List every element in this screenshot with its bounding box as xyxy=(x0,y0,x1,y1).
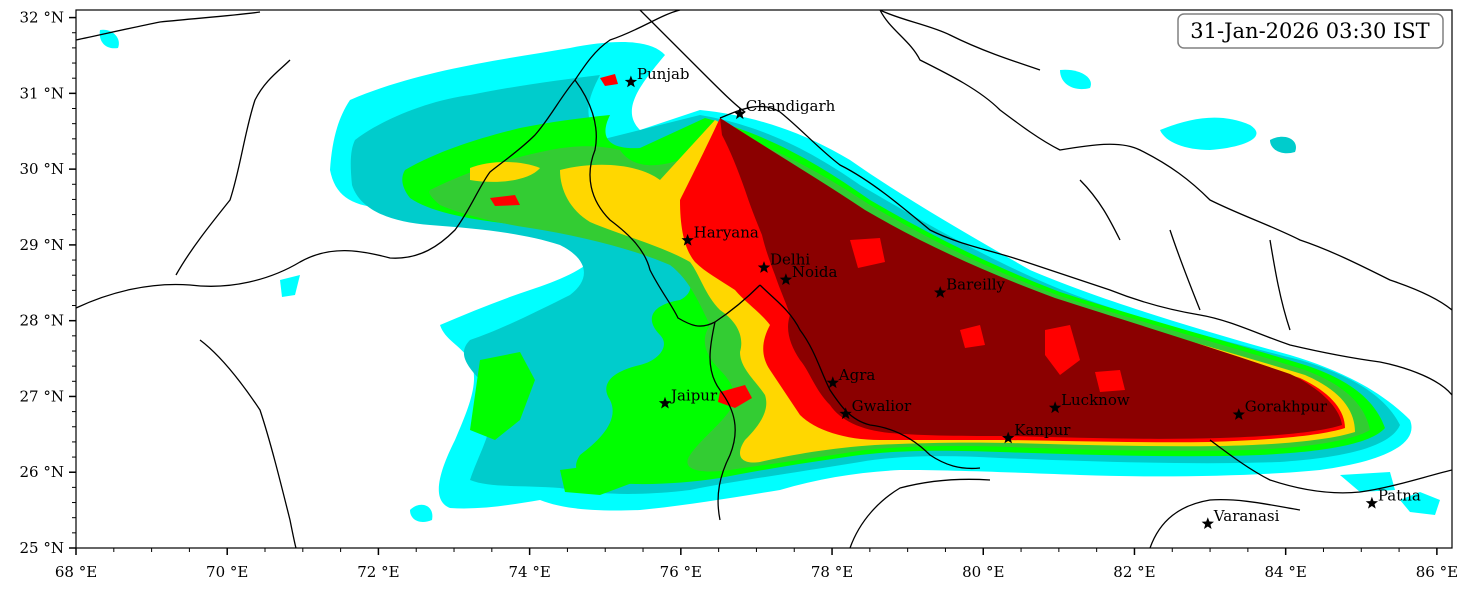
city-noida: Noida xyxy=(779,263,838,285)
nepal-india-west xyxy=(719,105,1452,396)
city-haryana: Haryana xyxy=(681,223,759,246)
city-star-icon xyxy=(779,273,793,285)
chhattisgarh-border xyxy=(1149,499,1301,548)
city-star-icon xyxy=(934,286,947,298)
city-label: Noida xyxy=(792,263,838,281)
y-tick-label: 30 °N xyxy=(20,160,64,178)
china-border xyxy=(879,10,1041,71)
x-tick-label: 76 °E xyxy=(660,563,702,581)
city-label: Punjab xyxy=(637,65,690,83)
x-tick-label: 82 °E xyxy=(1113,563,1155,581)
bihar-border xyxy=(1209,439,1452,494)
nepal-northern xyxy=(879,10,1452,311)
city-punjab: Punjab xyxy=(624,65,690,88)
city-label: Delhi xyxy=(770,251,810,269)
city-label: Gwalior xyxy=(852,397,912,415)
city-star-icon xyxy=(757,261,771,273)
x-tick-label: 72 °E xyxy=(357,563,399,581)
city-star-icon xyxy=(1048,401,1062,414)
city-star-icon xyxy=(1365,496,1378,509)
y-tick-label: 29 °N xyxy=(20,236,64,254)
fog-layer-7 xyxy=(720,118,1342,439)
x-axis: 68 °E 70 °E 72 °E 74 °E 76 °E 78 °E 80 °E 82 °E… xyxy=(55,548,1458,581)
city-label: Jaipur xyxy=(669,386,718,404)
y-tick-label: 28 °N xyxy=(20,312,64,330)
city-star-icon xyxy=(1002,431,1015,444)
x-tick-label: 74 °E xyxy=(508,563,550,581)
x-tick-label: 84 °E xyxy=(1265,563,1307,581)
nepal-interior-1 xyxy=(1079,179,1121,241)
y-tick-label: 31 °N xyxy=(20,84,64,102)
city-chandigarh: Chandigarh xyxy=(733,97,836,120)
city-label: Varanasi xyxy=(1213,507,1280,525)
nepal-interior-3 xyxy=(1269,239,1291,331)
y-tick-label: 32 °N xyxy=(20,9,64,27)
city-gwalior: Gwalior xyxy=(839,397,912,420)
city-bareilly: Bareilly xyxy=(934,276,1006,298)
pak-afghan-west xyxy=(76,11,261,41)
x-tick-label: 78 °E xyxy=(811,563,853,581)
city-lucknow: Lucknow xyxy=(1048,391,1130,414)
y-tick-label: 25 °N xyxy=(20,539,64,557)
timestamp-label: 31-Jan-2026 03:30 IST xyxy=(1190,19,1429,43)
city-label: Haryana xyxy=(694,223,759,241)
city-delhi: Delhi xyxy=(757,251,810,273)
y-tick-label: 27 °N xyxy=(20,387,64,405)
city-label: Chandigarh xyxy=(746,97,836,115)
x-tick-label: 68 °E xyxy=(55,563,97,581)
city-star-icon xyxy=(1201,517,1214,529)
axes-frame xyxy=(75,9,1453,549)
city-label: Bareilly xyxy=(946,276,1005,294)
city-star-icon xyxy=(681,233,694,246)
city-jaipur: Jaipur xyxy=(658,386,718,409)
city-star-icon xyxy=(1232,408,1245,420)
timestamp-box: 31-Jan-2026 03:30 IST xyxy=(1177,13,1444,49)
west-pak-border xyxy=(175,59,291,276)
city-label: Patna xyxy=(1378,486,1421,504)
x-tick-label: 70 °E xyxy=(206,563,248,581)
south-border xyxy=(849,478,991,548)
city-star-icon xyxy=(658,396,672,409)
city-kanpur: Kanpur xyxy=(1002,421,1071,444)
city-gorakhpur: Gorakhpur xyxy=(1232,398,1328,420)
fog-field xyxy=(99,29,1440,522)
x-tick-label: 86 °E xyxy=(1416,563,1458,581)
city-label: Kanpur xyxy=(1014,421,1071,439)
city-agra: Agra xyxy=(826,366,876,389)
city-star-icon xyxy=(826,376,839,389)
city-patna: Patna xyxy=(1365,486,1421,509)
pakistan-border xyxy=(76,10,681,309)
himachal xyxy=(639,10,746,113)
city-star-icon xyxy=(733,107,746,120)
fog-speckles xyxy=(850,238,1125,392)
city-label: Agra xyxy=(838,366,876,384)
x-tick-label: 80 °E xyxy=(962,563,1004,581)
city-varanasi: Varanasi xyxy=(1201,507,1280,529)
y-axis: 25 °N 26 °N 27 °N 28 °N 29 °N 30 °N 31 °N 32 °N xyxy=(20,9,76,557)
city-star-icon xyxy=(839,407,852,420)
nepal-interior-2 xyxy=(1169,229,1201,311)
city-label: Gorakhpur xyxy=(1245,398,1328,416)
y-tick-label: 26 °N xyxy=(20,463,64,481)
city-star-icon xyxy=(624,75,638,88)
rajasthan-gujarat xyxy=(199,339,297,548)
mp-border xyxy=(709,321,736,521)
city-label: Lucknow xyxy=(1061,391,1130,409)
